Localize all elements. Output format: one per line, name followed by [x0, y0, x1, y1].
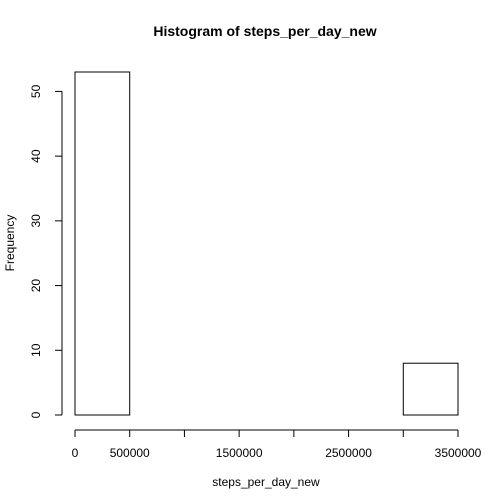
bars-group — [74, 71, 459, 416]
y-tick-label: 40 — [29, 149, 43, 163]
y-tick-label: 0 — [29, 411, 43, 418]
x-tick-label: 500000 — [110, 446, 150, 460]
x-tick-label: 0 — [72, 446, 79, 460]
y-axis: 0 10 20 30 40 50 — [29, 84, 63, 418]
histogram-bar-0 — [74, 71, 131, 416]
histogram-bar-6 — [402, 362, 459, 416]
x-axis: 0 500000 1500000 2500000 3500000 — [72, 429, 482, 460]
x-tick-label: 3500000 — [435, 446, 482, 460]
x-tick-label: 1500000 — [216, 446, 263, 460]
y-tick-label: 20 — [29, 279, 43, 293]
y-tick-label: 30 — [29, 214, 43, 228]
y-tick-label: 50 — [29, 84, 43, 98]
x-tick-label: 2500000 — [325, 446, 372, 460]
x-axis-label: steps_per_day_new — [212, 475, 320, 489]
y-tick-label: 10 — [29, 343, 43, 357]
chart-title: Histogram of steps_per_day_new — [153, 23, 376, 39]
y-axis-label: Frequency — [3, 215, 17, 272]
